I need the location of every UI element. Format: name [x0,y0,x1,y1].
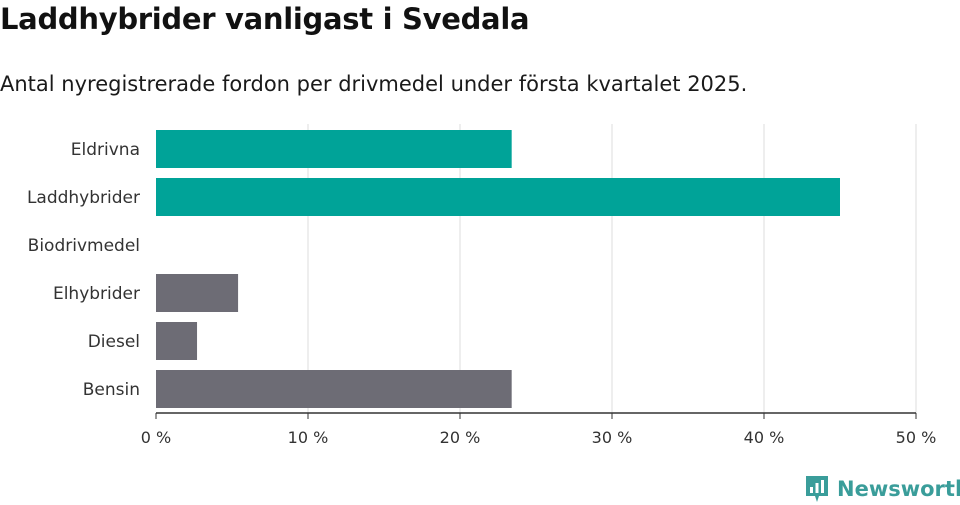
bars [156,130,840,408]
bar-elhybrider [156,274,239,312]
newsworthy-logo-icon [806,476,828,502]
x-tick-label: 30 % [592,428,633,447]
category-label: Elhybrider [53,284,140,304]
x-tick-label: 20 % [440,428,481,447]
bar-laddhybrider [156,178,840,216]
x-tick-label: 40 % [744,428,785,447]
bar-bensin [156,370,512,408]
bar-chart: Eldrivna Laddhybrider Biodrivmedel Elhybrid… [27,124,937,447]
category-label: Eldrivna [71,140,140,160]
category-label: Diesel [88,332,140,352]
x-tick-label: 50 % [896,428,937,447]
category-label: Biodrivmedel [28,236,140,256]
x-tick-label: 10 % [288,428,329,447]
x-tick-label: 0 % [141,428,171,447]
x-axis: 0 % 10 % 20 % 30 % 40 % 50 % [141,412,937,447]
brand-name: Newsworthy [837,477,960,501]
chart-subtitle: Antal nyregistrerade fordon per drivmede… [0,72,748,96]
bar-eldrivna [156,130,512,168]
category-label: Laddhybrider [27,188,140,208]
brand-logo: Newsworthy [804,474,960,504]
category-labels: Eldrivna Laddhybrider Biodrivmedel Elhybrid… [27,140,140,400]
category-label: Bensin [83,380,140,400]
bar-diesel [156,322,198,360]
grid-lines [307,124,917,413]
chart-title: Laddhybrider vanligast i Svedala [0,2,530,36]
